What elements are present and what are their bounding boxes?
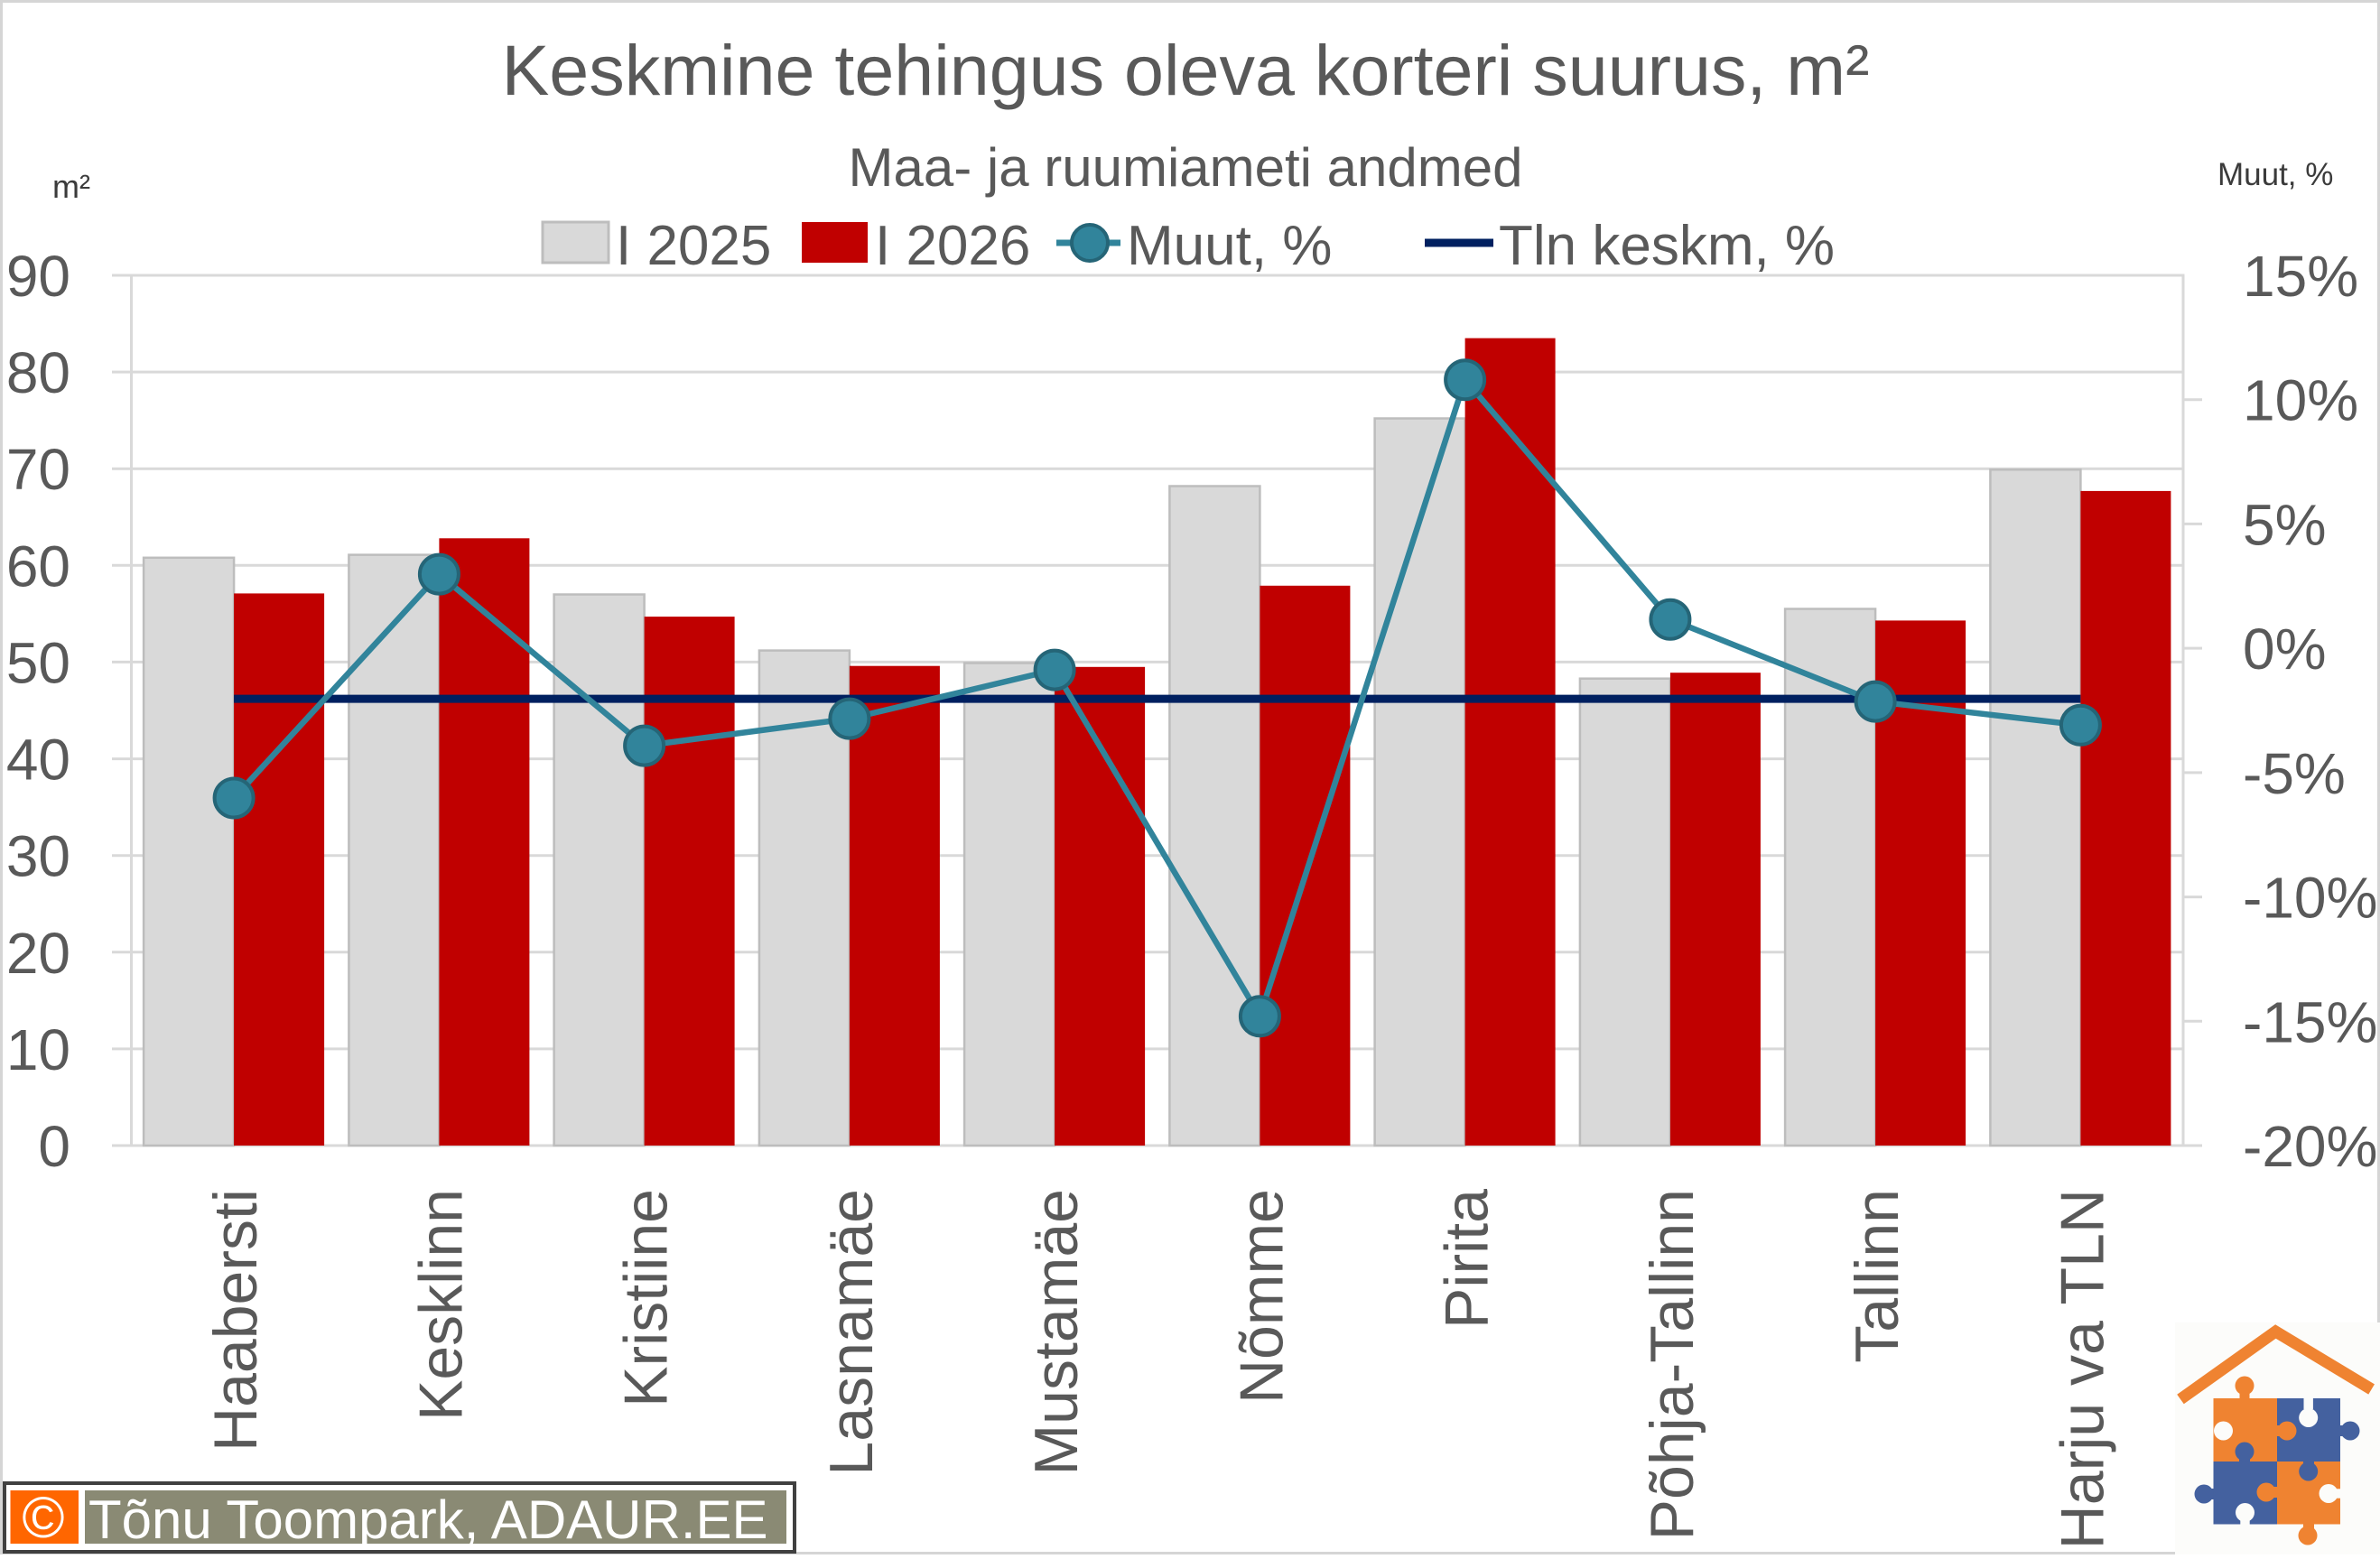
svg-text:Mustamäe: Mustamäe bbox=[1022, 1189, 1091, 1475]
svg-text:Keskmine tehingus oleva korter: Keskmine tehingus oleva korteri suurus, … bbox=[502, 30, 1870, 110]
svg-text:I 2025: I 2025 bbox=[616, 215, 771, 277]
svg-text:80: 80 bbox=[6, 340, 70, 405]
svg-text:Pirita: Pirita bbox=[1433, 1189, 1501, 1329]
svg-text:60: 60 bbox=[6, 534, 70, 599]
svg-text:70: 70 bbox=[6, 437, 70, 502]
svg-text:-20%: -20% bbox=[2243, 1114, 2377, 1179]
svg-text:I 2026: I 2026 bbox=[875, 215, 1030, 277]
svg-text:10%: 10% bbox=[2243, 368, 2358, 433]
svg-text:0%: 0% bbox=[2243, 617, 2327, 682]
svg-text:Nõmme: Nõmme bbox=[1227, 1189, 1296, 1404]
svg-text:Kesklinn: Kesklinn bbox=[406, 1189, 475, 1421]
svg-text:90: 90 bbox=[6, 244, 70, 309]
svg-text:-5%: -5% bbox=[2243, 741, 2346, 806]
svg-text:©: © bbox=[22, 1485, 64, 1550]
svg-text:Haabersti: Haabersti bbox=[201, 1189, 270, 1452]
svg-text:40: 40 bbox=[6, 728, 70, 793]
svg-text:Muut, %: Muut, % bbox=[2217, 157, 2333, 192]
svg-text:20: 20 bbox=[6, 921, 70, 986]
svg-text:Põhja-Tallinn: Põhja-Tallinn bbox=[1638, 1189, 1706, 1540]
svg-text:Muut, %: Muut, % bbox=[1127, 215, 1332, 277]
svg-text:Tln keskm, %: Tln keskm, % bbox=[1499, 215, 1835, 277]
svg-text:-15%: -15% bbox=[2243, 989, 2377, 1054]
svg-text:m²: m² bbox=[52, 168, 90, 205]
svg-text:Maa- ja ruumiameti andmed: Maa- ja ruumiameti andmed bbox=[849, 137, 1523, 198]
svg-text:30: 30 bbox=[6, 824, 70, 889]
svg-text:15%: 15% bbox=[2243, 244, 2358, 309]
svg-text:Harju va TLN: Harju va TLN bbox=[2048, 1189, 2116, 1549]
svg-text:Kristiine: Kristiine bbox=[612, 1189, 681, 1407]
svg-text:5%: 5% bbox=[2243, 492, 2327, 557]
svg-text:50: 50 bbox=[6, 630, 70, 695]
svg-text:Tallinn: Tallinn bbox=[1843, 1189, 1911, 1363]
svg-text:0: 0 bbox=[38, 1114, 70, 1179]
svg-text:10: 10 bbox=[6, 1017, 70, 1082]
svg-text:-10%: -10% bbox=[2243, 866, 2377, 931]
svg-text:Tõnu Toompark, ADAUR.EE: Tõnu Toompark, ADAUR.EE bbox=[88, 1489, 768, 1550]
svg-text:Lasnamäe: Lasnamäe bbox=[817, 1189, 886, 1476]
